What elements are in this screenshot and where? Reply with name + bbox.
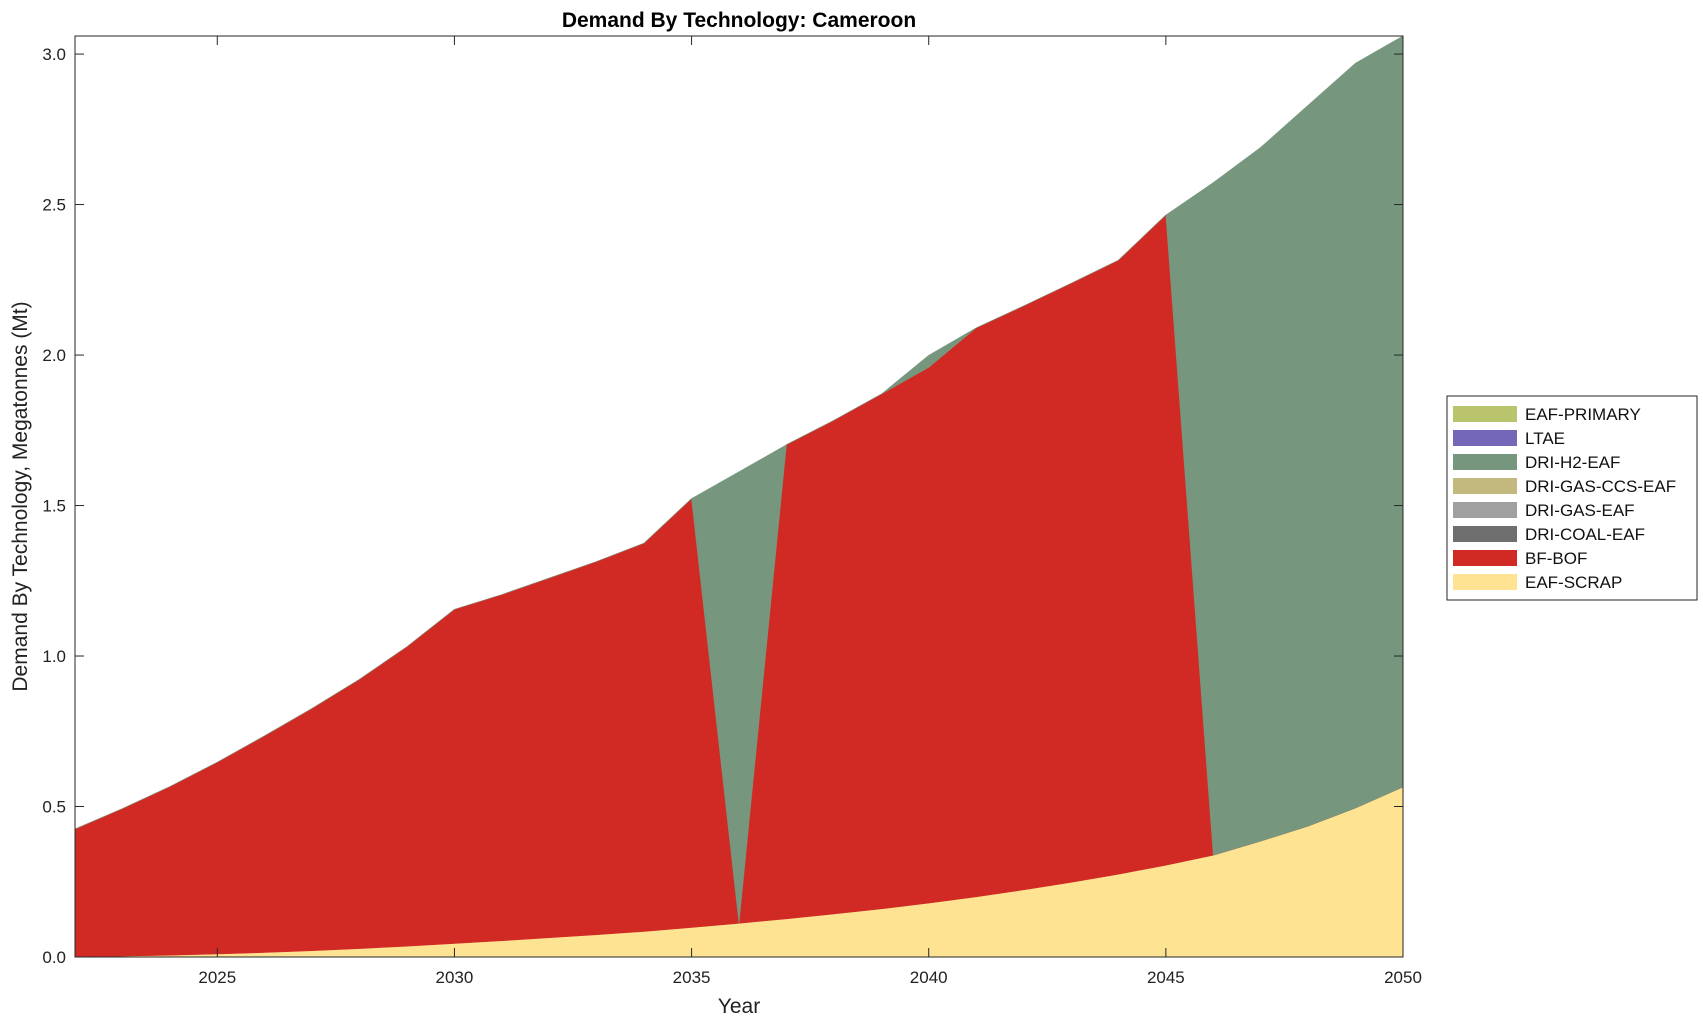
legend-box (1446, 395, 1698, 601)
x-tick-label: 2045 (1147, 968, 1185, 987)
legend-label-eaf-primary: EAF-PRIMARY (1525, 405, 1641, 424)
plot-areas (74, 35, 1404, 958)
legend-label-dri-h2-eaf: DRI-H2-EAF (1525, 453, 1620, 472)
x-tick-label: 2030 (436, 968, 474, 987)
legend-label-dri-gas-ccs-eaf: DRI-GAS-CCS-EAF (1525, 477, 1676, 496)
legend-swatch-bf-bof (1453, 550, 1517, 566)
y-axis-ticks: 0.0 0.5 1.0 1.5 2.0 2.5 3.0 (42, 45, 1403, 967)
legend-swatch-eaf-scrap (1453, 574, 1517, 590)
plot-frame (74, 35, 1404, 958)
x-axis-ticks: 2025 2030 2035 2040 2045 2050 (198, 36, 1422, 987)
y-tick-label: 0.0 (42, 948, 66, 967)
x-axis-label: Year (718, 995, 760, 1018)
y-tick-label: 1.0 (42, 647, 66, 666)
legend-swatch-eaf-primary (1453, 406, 1517, 422)
legend-label-dri-gas-eaf: DRI-GAS-EAF (1525, 501, 1635, 520)
legend: EAF-PRIMARY LTAE DRI-H2-EAF DRI-GAS-CCS-EAF… (1446, 395, 1698, 601)
legend-swatch-dri-gas-ccs-eaf (1453, 478, 1517, 494)
y-tick-label: 1.5 (42, 497, 66, 516)
x-tick-label: 2025 (198, 968, 236, 987)
x-tick-label: 2040 (910, 968, 948, 987)
legend-label-dri-coal-eaf: DRI-COAL-EAF (1525, 525, 1645, 544)
y-axis-label: Demand By Technology, Megatonnes (Mt) (9, 301, 32, 691)
y-tick-label: 2.0 (42, 346, 66, 365)
y-tick-label: 3.0 (42, 45, 66, 64)
y-tick-label: 2.5 (42, 196, 66, 215)
legend-label-eaf-scrap: EAF-SCRAP (1525, 573, 1622, 592)
legend-swatch-dri-coal-eaf (1453, 526, 1517, 542)
legend-swatch-ltae (1453, 430, 1517, 446)
legend-label-ltae: LTAE (1525, 429, 1565, 448)
legend-swatch-dri-gas-eaf (1453, 502, 1517, 518)
y-tick-label: 0.5 (42, 798, 66, 817)
chart-title: Demand By Technology: Cameroon (562, 9, 916, 32)
legend-swatch-dri-h2-eaf (1453, 454, 1517, 470)
x-tick-label: 2035 (673, 968, 711, 987)
x-tick-label: 2050 (1384, 968, 1422, 987)
legend-label-bf-bof: BF-BOF (1525, 549, 1587, 568)
